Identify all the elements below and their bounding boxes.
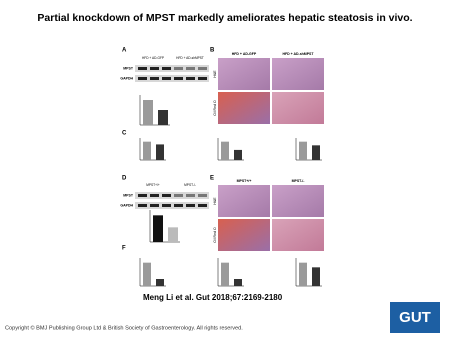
band [186, 67, 195, 70]
logo: GUT [399, 309, 431, 326]
bar [153, 215, 163, 242]
bar [234, 279, 242, 286]
label: H&E [213, 197, 217, 205]
label: E [210, 176, 214, 182]
bar [143, 141, 151, 160]
bar [312, 267, 320, 286]
band [138, 194, 147, 197]
band [198, 67, 207, 70]
band [174, 204, 183, 207]
label: HFD + AD-shMPST [282, 52, 314, 56]
band [162, 77, 171, 80]
label: MPST-/- [184, 183, 196, 187]
label: HFD + AD-GFP [232, 52, 257, 56]
histology-image [218, 58, 270, 90]
label: F [122, 246, 126, 252]
blot [135, 202, 209, 209]
label: MPST+/+ [237, 179, 252, 183]
band [150, 67, 159, 70]
band [162, 194, 171, 197]
label: B [210, 48, 215, 54]
bar [299, 262, 307, 286]
histology-image [272, 58, 324, 90]
bar [158, 110, 168, 125]
label: Oil Red O [213, 227, 217, 243]
label: Oil Red O [213, 100, 217, 116]
bar [156, 279, 164, 286]
label: HFD + AD-GFP [142, 56, 164, 60]
label: MPST-/- [292, 179, 306, 183]
copyright: Copyright © BMJ Publishing Group Ltd & B… [5, 324, 243, 331]
label: H&E [213, 70, 217, 78]
blot [135, 65, 209, 72]
histology-image [218, 92, 270, 124]
bar [299, 141, 307, 160]
bar [312, 145, 320, 160]
blot [135, 75, 209, 82]
label: MPST+/+ [146, 183, 160, 187]
histology-image [272, 185, 324, 217]
label: D [122, 176, 127, 182]
band [150, 77, 159, 80]
band [162, 204, 171, 207]
histology-image [218, 185, 270, 217]
title: Partial knockdown of MPST markedly ameli… [37, 12, 412, 24]
band [186, 204, 195, 207]
label: GAPDH [120, 76, 133, 80]
band [162, 67, 171, 70]
bar [143, 262, 151, 286]
band [150, 204, 159, 207]
band [198, 194, 207, 197]
bar [143, 100, 153, 125]
label: C [122, 131, 127, 137]
band [174, 77, 183, 80]
histology-image [218, 219, 270, 251]
band [138, 204, 147, 207]
bar [156, 144, 164, 160]
bar [221, 141, 229, 160]
label: MPST [123, 66, 134, 70]
band [198, 77, 207, 80]
label: GAPDH [120, 203, 133, 207]
histology-image [272, 92, 324, 124]
logo-box [390, 302, 440, 333]
label: MPST [123, 193, 134, 197]
bar [221, 262, 229, 286]
citation: Meng Li et al. Gut 2018;67:2169-2180 [143, 293, 283, 302]
band [138, 67, 147, 70]
band [174, 67, 183, 70]
bar [234, 149, 242, 160]
blot [135, 192, 209, 199]
band [186, 77, 195, 80]
band [186, 194, 195, 197]
label: A [122, 48, 127, 54]
label: HFD + AD-shMPST [176, 56, 204, 60]
bar [168, 227, 178, 242]
band [174, 194, 183, 197]
band [138, 77, 147, 80]
histology-image [272, 219, 324, 251]
band [150, 194, 159, 197]
band [198, 204, 207, 207]
